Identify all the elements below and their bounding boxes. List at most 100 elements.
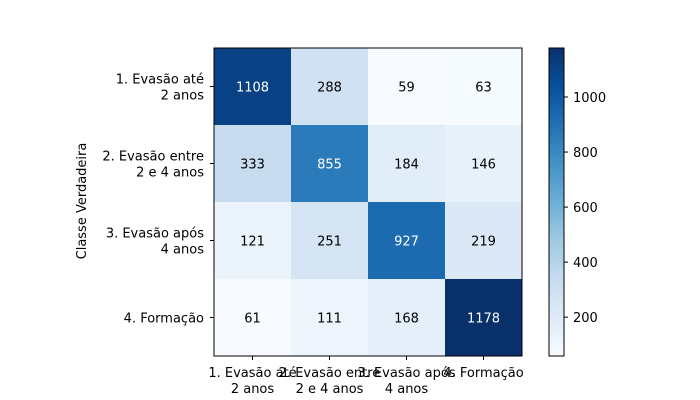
colorbar-gradient-step (549, 76, 564, 80)
cell-value-label: 288 (317, 81, 342, 96)
colorbar-gradient-step (549, 173, 564, 177)
colorbar-gradient-step (549, 271, 564, 275)
colorbar-gradient-step (549, 209, 564, 213)
colorbar-gradient-step (549, 94, 564, 98)
colorbar-gradient-step (549, 130, 564, 134)
colorbar-gradient-step (549, 117, 564, 121)
colorbar-gradient-step (549, 160, 564, 165)
cell-value-label: 146 (471, 158, 496, 173)
colorbar-gradient-step (549, 263, 564, 267)
colorbar-gradient-step (549, 345, 564, 349)
colorbar-gradient-step (549, 81, 564, 85)
cell-value-label: 63 (475, 81, 492, 96)
colorbar-gradient-step (549, 73, 564, 77)
x-tick-label: 2 e 4 anos (296, 382, 364, 397)
colorbar-gradient-step (549, 53, 564, 57)
colorbar-gradient-step (549, 348, 564, 352)
colorbar-gradient-step (549, 204, 564, 208)
colorbar-gradient-step (549, 142, 564, 147)
cell-value-label: 111 (317, 312, 342, 327)
colorbar-gradient-step (549, 202, 564, 206)
heatmap-cell (291, 48, 369, 126)
x-tick-label: 3. Evasão após (357, 366, 455, 381)
cell-value-label: 927 (394, 235, 419, 250)
heatmap-cell (368, 202, 446, 280)
heatmap-cell (214, 125, 292, 203)
y-axis-label: Classe Verdadeira (75, 143, 90, 260)
cell-value-label: 1108 (236, 81, 269, 96)
colorbar-gradient-step (549, 261, 564, 265)
colorbar-gradient-step (549, 314, 564, 319)
colorbar-tick-label: 200 (573, 311, 598, 326)
colorbar-gradient-step (549, 255, 564, 260)
cell-value-label: 184 (394, 158, 419, 173)
colorbar-gradient-step (549, 296, 564, 301)
colorbar-gradient-step (549, 184, 564, 188)
colorbar-gradient-step (549, 325, 564, 329)
colorbar-gradient-step (549, 276, 564, 280)
colorbar-gradient-step (549, 343, 564, 347)
colorbar-gradient-step (549, 125, 564, 129)
colorbar-gradient-step (549, 217, 564, 221)
colorbar-gradient-step (549, 109, 564, 113)
colorbar-gradient-step (549, 168, 564, 172)
colorbar-gradient-step (549, 207, 564, 211)
colorbar-tick-label: 800 (573, 146, 598, 161)
colorbar-gradient-step (549, 279, 564, 283)
heatmap-cell (445, 48, 523, 126)
cell-value-label: 219 (471, 235, 496, 250)
colorbar-gradient-step (549, 284, 564, 288)
heatmap-cell (368, 279, 446, 357)
heatmap-plot: 1108 288 59 63 333 855 184 146 121 251 927 219 61 111… (102, 47, 524, 397)
colorbar-gradient-step (549, 219, 564, 224)
colorbar-gradient-step (549, 119, 564, 124)
colorbar-gradient-step (549, 222, 564, 226)
colorbar-gradient-step (549, 48, 564, 52)
colorbar-gradient-step (549, 258, 564, 262)
colorbar-gradient-step (549, 240, 564, 244)
cell-value-label: 333 (240, 158, 265, 173)
colorbar-gradient-step (549, 145, 564, 149)
colorbar-gradient-step (549, 127, 564, 131)
colorbar-gradient-step (549, 281, 564, 285)
colorbar-gradient-step (549, 317, 564, 321)
heatmap-cell (214, 202, 292, 280)
colorbar-gradient-step (549, 99, 564, 103)
colorbar-gradient-step (549, 132, 564, 136)
colorbar-gradient-step (549, 227, 564, 231)
colorbar-gradient-step (549, 253, 564, 257)
colorbar-gradient-step (549, 186, 564, 190)
colorbar-gradient-step (549, 158, 564, 162)
colorbar-gradient-step (549, 166, 564, 170)
colorbar-gradient-step (549, 291, 564, 295)
colorbar-gradient-step (549, 60, 564, 64)
colorbar-gradient-step (549, 309, 564, 313)
colorbar-gradient-step (549, 327, 564, 331)
colorbar-gradient-step (549, 122, 564, 126)
colorbar-gradient-step (549, 212, 564, 216)
colorbar-gradient-step (549, 89, 564, 93)
colorbar-gradient-step (549, 307, 564, 311)
cell-value-label: 855 (317, 158, 342, 173)
colorbar-gradient-step (549, 112, 564, 116)
colorbar-gradient-step (549, 332, 564, 337)
colorbar-gradient-step (549, 196, 564, 201)
heatmap-cell (214, 48, 292, 126)
colorbar-gradient-step (549, 189, 564, 193)
colorbar-gradient-step (549, 225, 564, 229)
x-tick-label: 1. Evasão até (208, 366, 296, 381)
cell-value-label: 251 (317, 235, 342, 250)
y-tick-label: 2 anos (161, 89, 205, 104)
colorbar-gradient-step (549, 194, 564, 198)
colorbar-tick-label: 400 (573, 256, 598, 271)
heatmap-cell (368, 125, 446, 203)
colorbar-gradient-step (549, 268, 564, 272)
colorbar-gradient-step (549, 178, 564, 183)
colorbar-gradient-step (549, 96, 564, 100)
cell-value-label: 121 (240, 235, 265, 250)
cell-value-label: 61 (244, 312, 261, 327)
colorbar-gradient-step (549, 83, 564, 88)
colorbar-gradient-step (549, 148, 564, 152)
colorbar-gradient-step (549, 250, 564, 254)
